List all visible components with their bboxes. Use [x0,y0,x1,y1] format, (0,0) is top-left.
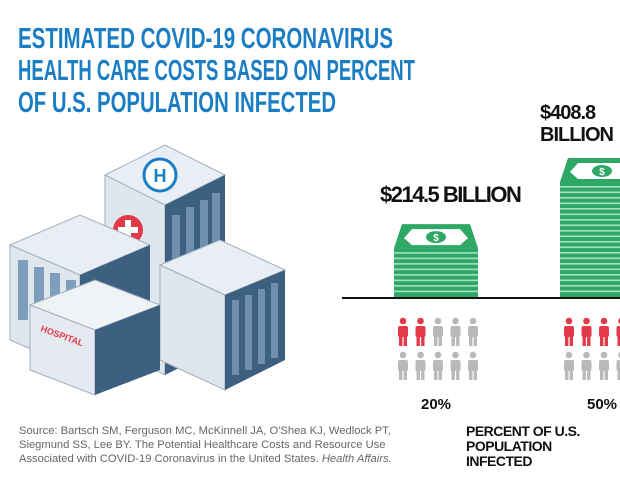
bill-stripe [394,285,478,287]
infected-person-icon [398,317,408,346]
hospital-illustration: H HOSPITAL [8,144,287,396]
bill-stripe [560,208,620,210]
bill-stripe [560,274,620,276]
helipad-letter: H [154,166,167,186]
bill-stripe [394,268,478,271]
value-label: $408.8 BILLION [540,102,614,146]
bill-stripe [560,224,620,227]
bill-stripe [560,191,620,194]
bill-stripe [560,235,620,238]
title-line: HEALTH CARE COSTS BASED ON PERCENT [18,55,415,87]
bill-stripe [560,279,620,282]
chart-title: ESTIMATED COVID-19 CORONAVIRUS HEALTH CA… [18,23,415,119]
bill-stripe [560,241,620,243]
person-icon [564,351,574,380]
bill-stripe [394,290,478,293]
person-icon [433,317,443,346]
bill-stripe [560,202,620,205]
bill-stripe [560,263,620,265]
title-line: OF U.S. POPULATION INFECTED [18,87,336,119]
person-icon [450,351,461,380]
person-icon [616,352,620,380]
x-axis-label: PERCENT OF U.S. POPULATION INFECTED [466,423,580,469]
bill-stripe [560,186,620,188]
bill-stripe [394,252,478,254]
bill-stripe [560,219,620,221]
person-icon [433,351,443,380]
bill-stripe [560,197,620,199]
bill-stripe [560,268,620,271]
money-stack-bar: $ [560,158,620,297]
bill-stripe [394,274,478,276]
bill-stripe [394,257,478,260]
bill-stripe [394,263,478,265]
person-icon [398,351,408,380]
person-icon [450,317,461,346]
bill-stripe [560,252,620,254]
helipad-icon [142,157,178,193]
source-text: Source: Bartsch SM, Ferguson MC, McKinne… [19,425,391,465]
dollar-icon [592,165,612,177]
infected-person-icon [581,317,592,346]
bill-stripe [560,290,620,293]
person-icon [415,351,426,380]
source-citation: Source: Bartsch SM, Ferguson MC, McKinne… [19,424,399,466]
person-icon [581,351,592,380]
category-label: 50% [586,396,618,413]
category-label: 20% [420,396,452,413]
person-icon [468,351,478,380]
source-journal: Health Affairs. [321,453,392,465]
dollar-icon [426,231,446,244]
infected-person-icon [599,317,609,346]
svg-text:$: $ [433,233,439,244]
bill-stripe [560,230,620,232]
person-icon [599,351,609,380]
svg-text:$: $ [599,167,605,178]
value-label: $214.5 BILLION [380,182,522,208]
infected-person-icon [415,317,426,346]
title-line: ESTIMATED COVID-19 CORONAVIRUS [18,23,393,55]
bill-stripe [560,246,620,249]
infected-person-icon [616,318,620,346]
bill-stripe [560,285,620,287]
bill-stripe [394,279,478,282]
infected-person-icon [564,317,574,346]
person-icon [468,317,478,346]
money-stack-bar: $ [394,224,478,297]
bill-stripe [560,213,620,216]
bill-stripe [560,257,620,260]
